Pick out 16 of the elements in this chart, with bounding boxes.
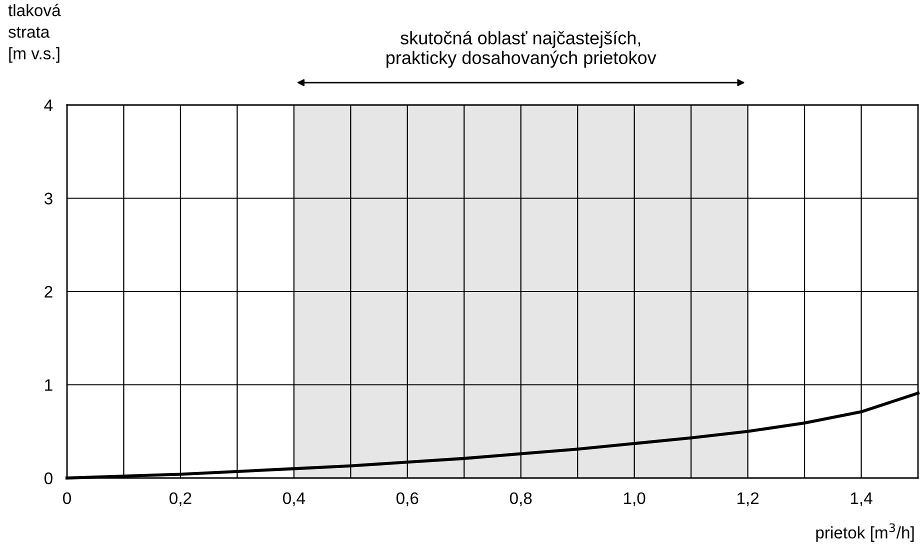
x-tick-label: 0,4 (283, 492, 306, 506)
x-tick-label: 0,2 (170, 492, 192, 506)
y-tick-label: 2 (44, 286, 52, 298)
y-tick-label: 4 (44, 100, 53, 112)
y-tick-label: 1 (45, 379, 52, 391)
x-tick-label: 0,8 (510, 492, 532, 506)
y-tick-label: 3 (44, 192, 52, 204)
x-tick-label: 1,2 (737, 492, 759, 506)
x-axis-title: prietok [m$^{3}$/h] (816, 523, 914, 542)
x-tick-label: 0,6 (396, 492, 418, 506)
x-tick-label: 0 (63, 492, 71, 504)
x-tick-label: 1,0 (624, 492, 646, 506)
y-tick-label: 0 (44, 472, 52, 484)
band-label: skutočná oblasť najčastejších, prakticky dosahovaných prietokov (386, 30, 656, 68)
x-tick-label: 1,4 (850, 492, 872, 506)
y-axis-title: tlaková strata [m v.s.] (8, 4, 61, 63)
